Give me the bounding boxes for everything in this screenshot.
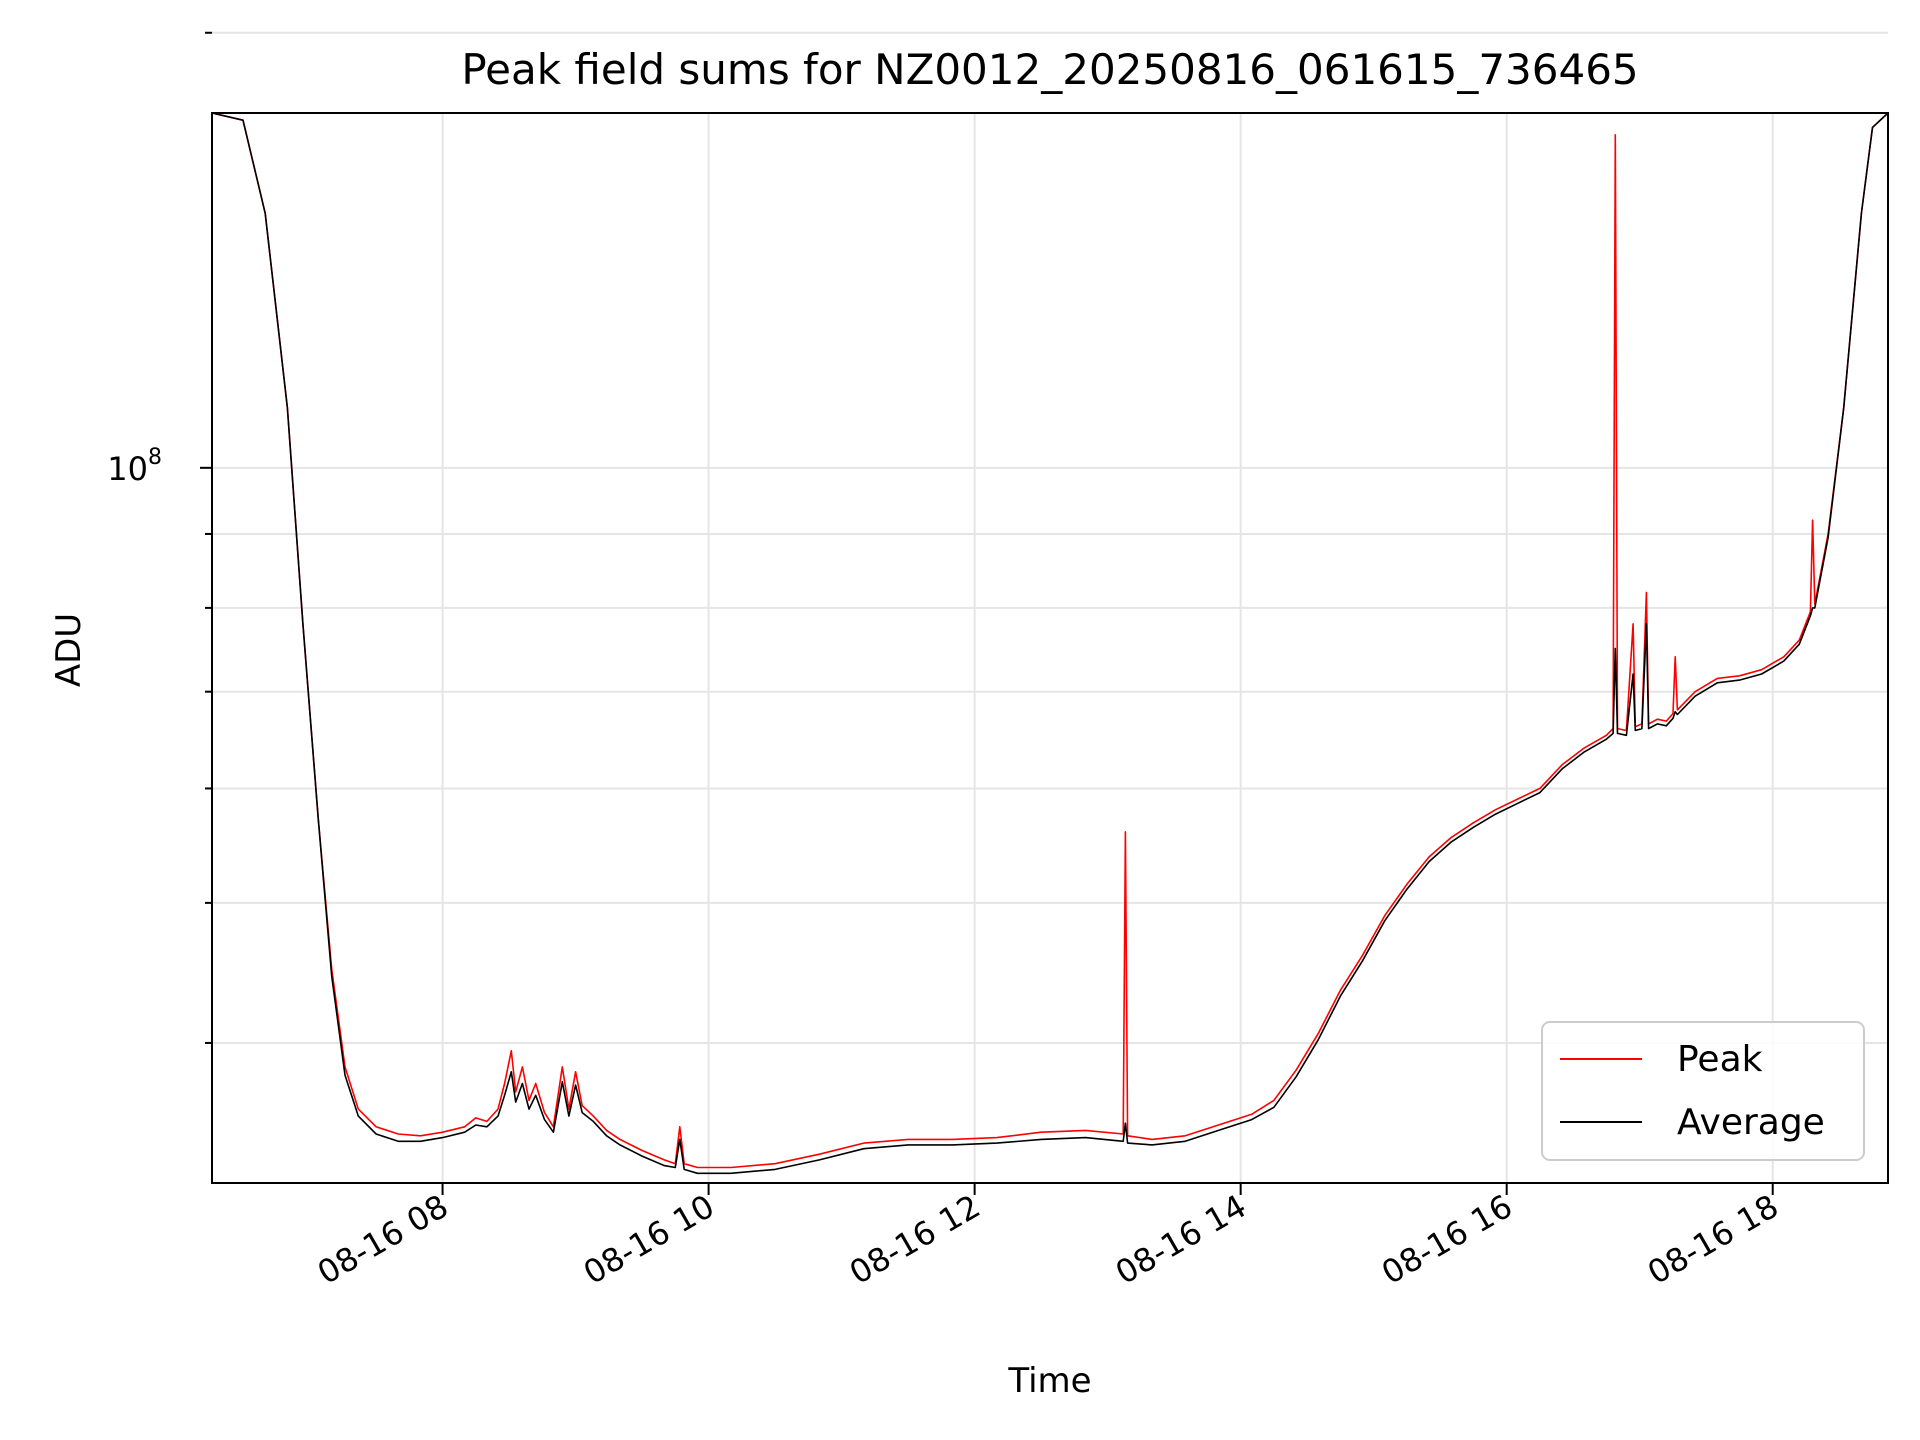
legend: Peak Average <box>1541 1021 1865 1161</box>
x-tick-label: 08-16 18 <box>1641 1187 1785 1292</box>
series-line-peak <box>211 112 1889 1169</box>
chart-title: Peak field sums for NZ0012_20250816_0616… <box>461 45 1638 94</box>
x-tick-label: 08-16 14 <box>1109 1187 1253 1292</box>
series-layer <box>211 112 1889 1175</box>
x-tick-label: 08-16 16 <box>1375 1187 1519 1292</box>
y-tick-label-exponent: 8 <box>148 445 162 470</box>
x-axis-label: Time <box>1007 1361 1091 1401</box>
x-tick-label: 08-16 10 <box>577 1187 721 1292</box>
x-tick-label: 08-16 12 <box>843 1187 987 1292</box>
plot-frame <box>211 112 1889 1184</box>
x-tick-label: 08-16 08 <box>311 1187 455 1292</box>
x-gridlines <box>441 113 1774 1183</box>
y-gridlines <box>212 31 1888 1044</box>
legend-label-peak: Peak <box>1677 1039 1763 1080</box>
y-tick-label: 108 <box>107 445 162 488</box>
legend-box <box>1541 1021 1865 1161</box>
x-axis-ticks: 08-16 08 08-16 10 08-16 12 08-16 14 08-16 16… <box>311 1183 1785 1292</box>
y-axis-ticks: 108 <box>107 31 212 1044</box>
y-tick-label-base: 10 <box>107 450 148 488</box>
y-axis-label: ADU <box>49 613 89 687</box>
series-line-average <box>211 112 1889 1175</box>
legend-label-average: Average <box>1677 1102 1825 1143</box>
